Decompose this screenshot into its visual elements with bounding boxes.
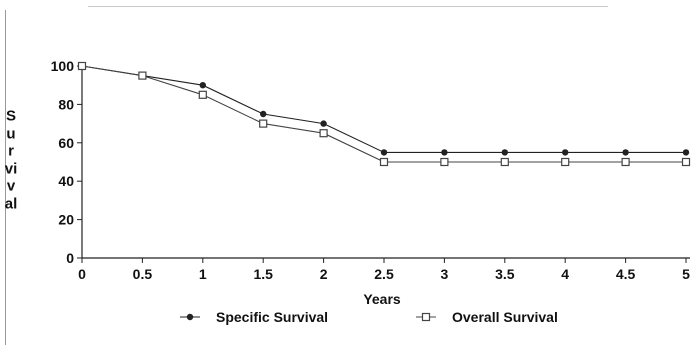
overall-survival-point [259, 119, 268, 128]
y-axis-label: Survival [4, 107, 18, 213]
specific-survival-point [682, 149, 690, 156]
legend-filled-circle-icon [186, 313, 194, 321]
specific-survival-point [380, 149, 388, 156]
x-tick-label: 2 [320, 266, 328, 282]
overall-survival-point [561, 157, 570, 167]
overall-survival-point [138, 71, 147, 80]
left-border-line [5, 10, 6, 345]
specific-survival-point [562, 149, 569, 156]
y-tick-label: 20 [58, 212, 74, 228]
overall-survival-point [77, 61, 87, 71]
overall-survival-point [621, 157, 630, 167]
legend-label: Specific Survival [216, 309, 328, 325]
specific-survival-point [622, 149, 629, 156]
x-tick-label: 4 [561, 266, 569, 282]
specific-survival-point [501, 149, 508, 156]
x-tick-label: 2.5 [374, 266, 394, 282]
x-tick-label: 0.5 [133, 266, 153, 282]
overall-survival-point [500, 157, 509, 167]
y-tick-label: 60 [58, 135, 74, 151]
legend-open-square-icon [421, 312, 431, 322]
y-tick-label: 100 [51, 58, 75, 74]
x-tick-label: 1 [199, 266, 207, 282]
x-tick-label: 0 [78, 266, 86, 282]
specific-survival-point [199, 82, 206, 89]
x-tick-label: 3 [441, 266, 449, 282]
specific-survival-point [441, 149, 448, 156]
overall-survival-point [319, 129, 328, 138]
x-tick-label: 5 [682, 266, 690, 282]
specific-survival-point [260, 110, 267, 118]
x-axis-label: Years [363, 291, 401, 307]
x-tick-label: 4.5 [616, 266, 636, 282]
y-tick-label: 0 [66, 250, 74, 266]
series-line-specific-survival [81, 65, 686, 153]
legend-label: Overall Survival [452, 309, 558, 325]
x-tick-label: 3.5 [495, 266, 515, 282]
specific-survival-point [320, 120, 327, 127]
overall-survival-point [440, 157, 449, 167]
y-tick-label: 80 [58, 96, 74, 112]
y-tick-label: 40 [58, 173, 74, 189]
overall-survival-point [681, 157, 691, 167]
overall-survival-point [379, 157, 389, 167]
overall-survival-point [198, 90, 207, 99]
x-tick-label: 1.5 [253, 266, 273, 282]
top-border-line [88, 6, 608, 7]
